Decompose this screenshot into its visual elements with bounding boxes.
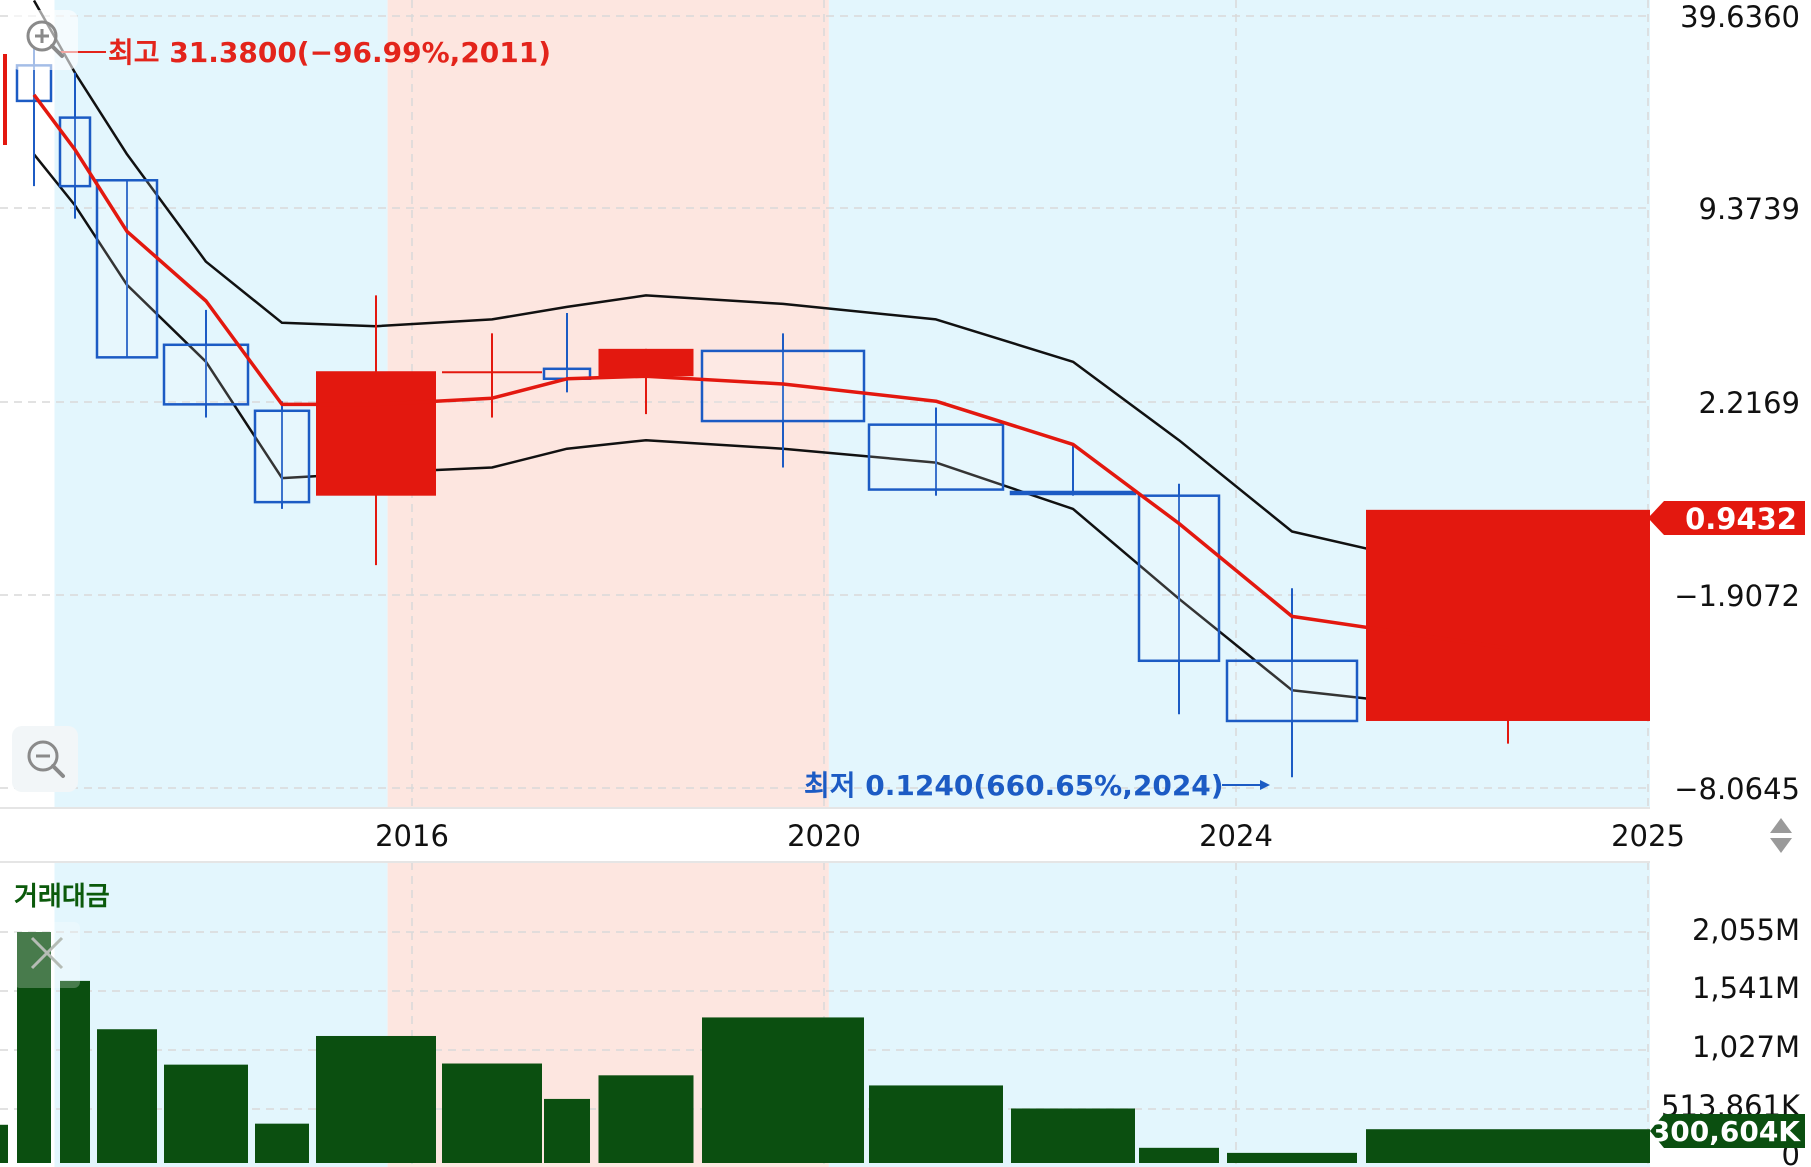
current-volume-tag-shape	[1650, 1114, 1805, 1148]
zoom-out-icon[interactable]	[27, 740, 65, 778]
up-down-arrows-icon[interactable]	[1770, 818, 1792, 853]
close-volume-panel-button[interactable]	[14, 922, 80, 988]
volume-bar-2023	[1139, 1147, 1219, 1163]
volume-bar-2015	[255, 1123, 309, 1163]
time-tick-label-3: 2025	[1611, 819, 1685, 853]
volume-bar-2021	[869, 1085, 1003, 1163]
candle-2024	[1225, 588, 1359, 778]
period-bands	[54, 0, 1650, 1167]
candle-2017	[442, 333, 542, 418]
price-tick-label-1: 9.3739	[1699, 192, 1800, 226]
time-tick-label-0: 2016	[375, 819, 449, 853]
candle-body-2020	[700, 349, 866, 423]
price-axis-labels: 39.6360 9.3739 2.2169 −1.9072 −8.0645	[1674, 0, 1800, 806]
candle-body-2014	[162, 343, 250, 406]
price-tick-label-0: 39.6360	[1680, 0, 1800, 34]
volume-bar-2013	[97, 1029, 157, 1163]
zoom-in-button[interactable]	[10, 10, 78, 70]
volume-bar-edge	[0, 1124, 8, 1163]
candle-body-2016	[316, 371, 436, 496]
volume-tick-label-0: 2,055M	[1692, 913, 1800, 947]
candle-2014	[162, 309, 250, 418]
high-annotation: 최고 31.3800(−96.99%,2011)	[58, 36, 551, 69]
candle-body-2021	[867, 423, 1005, 491]
candles	[3, 47, 1650, 778]
zoom-out-button-bg[interactable]	[12, 726, 78, 792]
candle-2025	[1366, 509, 1650, 744]
zoom-in-button-bg[interactable]	[10, 10, 78, 70]
envelope-upper-line	[32, 0, 1509, 583]
candle-2015	[253, 401, 311, 509]
moving-average	[32, 93, 1509, 650]
y-axis-band	[1650, 0, 1811, 1167]
candle-body-2023	[1137, 494, 1221, 663]
volume-bar-2022	[1011, 1108, 1135, 1163]
time-axis-labels: 2016 2020 2024 2025	[375, 819, 1685, 853]
candle-body-2015	[253, 409, 311, 504]
candle-body-2013	[95, 179, 159, 359]
current-price-tag: 0.9432	[1648, 501, 1805, 536]
zoom-out-button[interactable]	[12, 726, 78, 792]
time-tick-label-2: 2024	[1199, 819, 1273, 853]
close-icon[interactable]	[30, 936, 64, 970]
high-annotation-text: 최고 31.3800(−96.99%,2011)	[108, 36, 551, 69]
candle-body-2022	[1009, 490, 1137, 496]
volume-bar-2012	[60, 980, 90, 1163]
volume-bar-2020	[702, 1017, 864, 1163]
volume-bar-2017	[442, 1063, 542, 1163]
candle-body-2024	[1225, 659, 1359, 723]
price-tick-label-3: −1.9072	[1674, 579, 1800, 613]
volume-bar-2019	[598, 1075, 694, 1163]
current-volume-label: 300,604K	[1651, 1115, 1802, 1148]
x-axis-band	[0, 808, 1811, 862]
candle-2022	[1009, 444, 1137, 496]
axis-scroll-button[interactable]	[1756, 813, 1806, 857]
volume-bar-2018	[544, 1098, 590, 1163]
current-price-label: 0.9432	[1685, 502, 1797, 536]
candle-2016	[316, 295, 436, 566]
current-price-tag-shape	[1648, 501, 1805, 535]
volume-tick-label-2: 1,027M	[1692, 1030, 1800, 1064]
volume-bar-2014	[164, 1064, 248, 1163]
candle-2021	[867, 407, 1005, 496]
envelope-lines	[32, 0, 1509, 716]
low-annotation: 최저 0.1240(660.65%,2024)	[804, 769, 1270, 802]
volume-bars	[0, 932, 1650, 1163]
envelope-lower-line	[33, 153, 1509, 716]
period-band-1	[387, 0, 829, 808]
candle-body-2019	[598, 348, 694, 377]
price-tick-label-2: 2.2169	[1699, 386, 1800, 420]
current-volume-tag: 300,604K	[1650, 1114, 1805, 1148]
low-annotation-arrowhead	[1260, 780, 1270, 790]
volume-bar-2011	[17, 932, 51, 1163]
candle-2020	[700, 333, 866, 468]
candle-2019	[598, 348, 694, 415]
price-tick-label-4: −8.0645	[1674, 772, 1800, 806]
volume-bar-2024	[1227, 1152, 1357, 1163]
candle-2013	[95, 179, 159, 359]
volume-bar-2016	[316, 1035, 436, 1163]
moving-average-line	[32, 93, 1509, 650]
time-tick-label-1: 2020	[787, 819, 861, 853]
volume-panel-title: 거래대금	[14, 882, 110, 912]
volume-bar-2025	[1366, 1129, 1650, 1163]
volume-tick-label-1: 1,541M	[1692, 971, 1800, 1005]
zoom-in-icon[interactable]	[26, 20, 64, 58]
low-annotation-text: 최저 0.1240(660.65%,2024)	[804, 769, 1224, 802]
candle-body-2025	[1366, 509, 1650, 721]
